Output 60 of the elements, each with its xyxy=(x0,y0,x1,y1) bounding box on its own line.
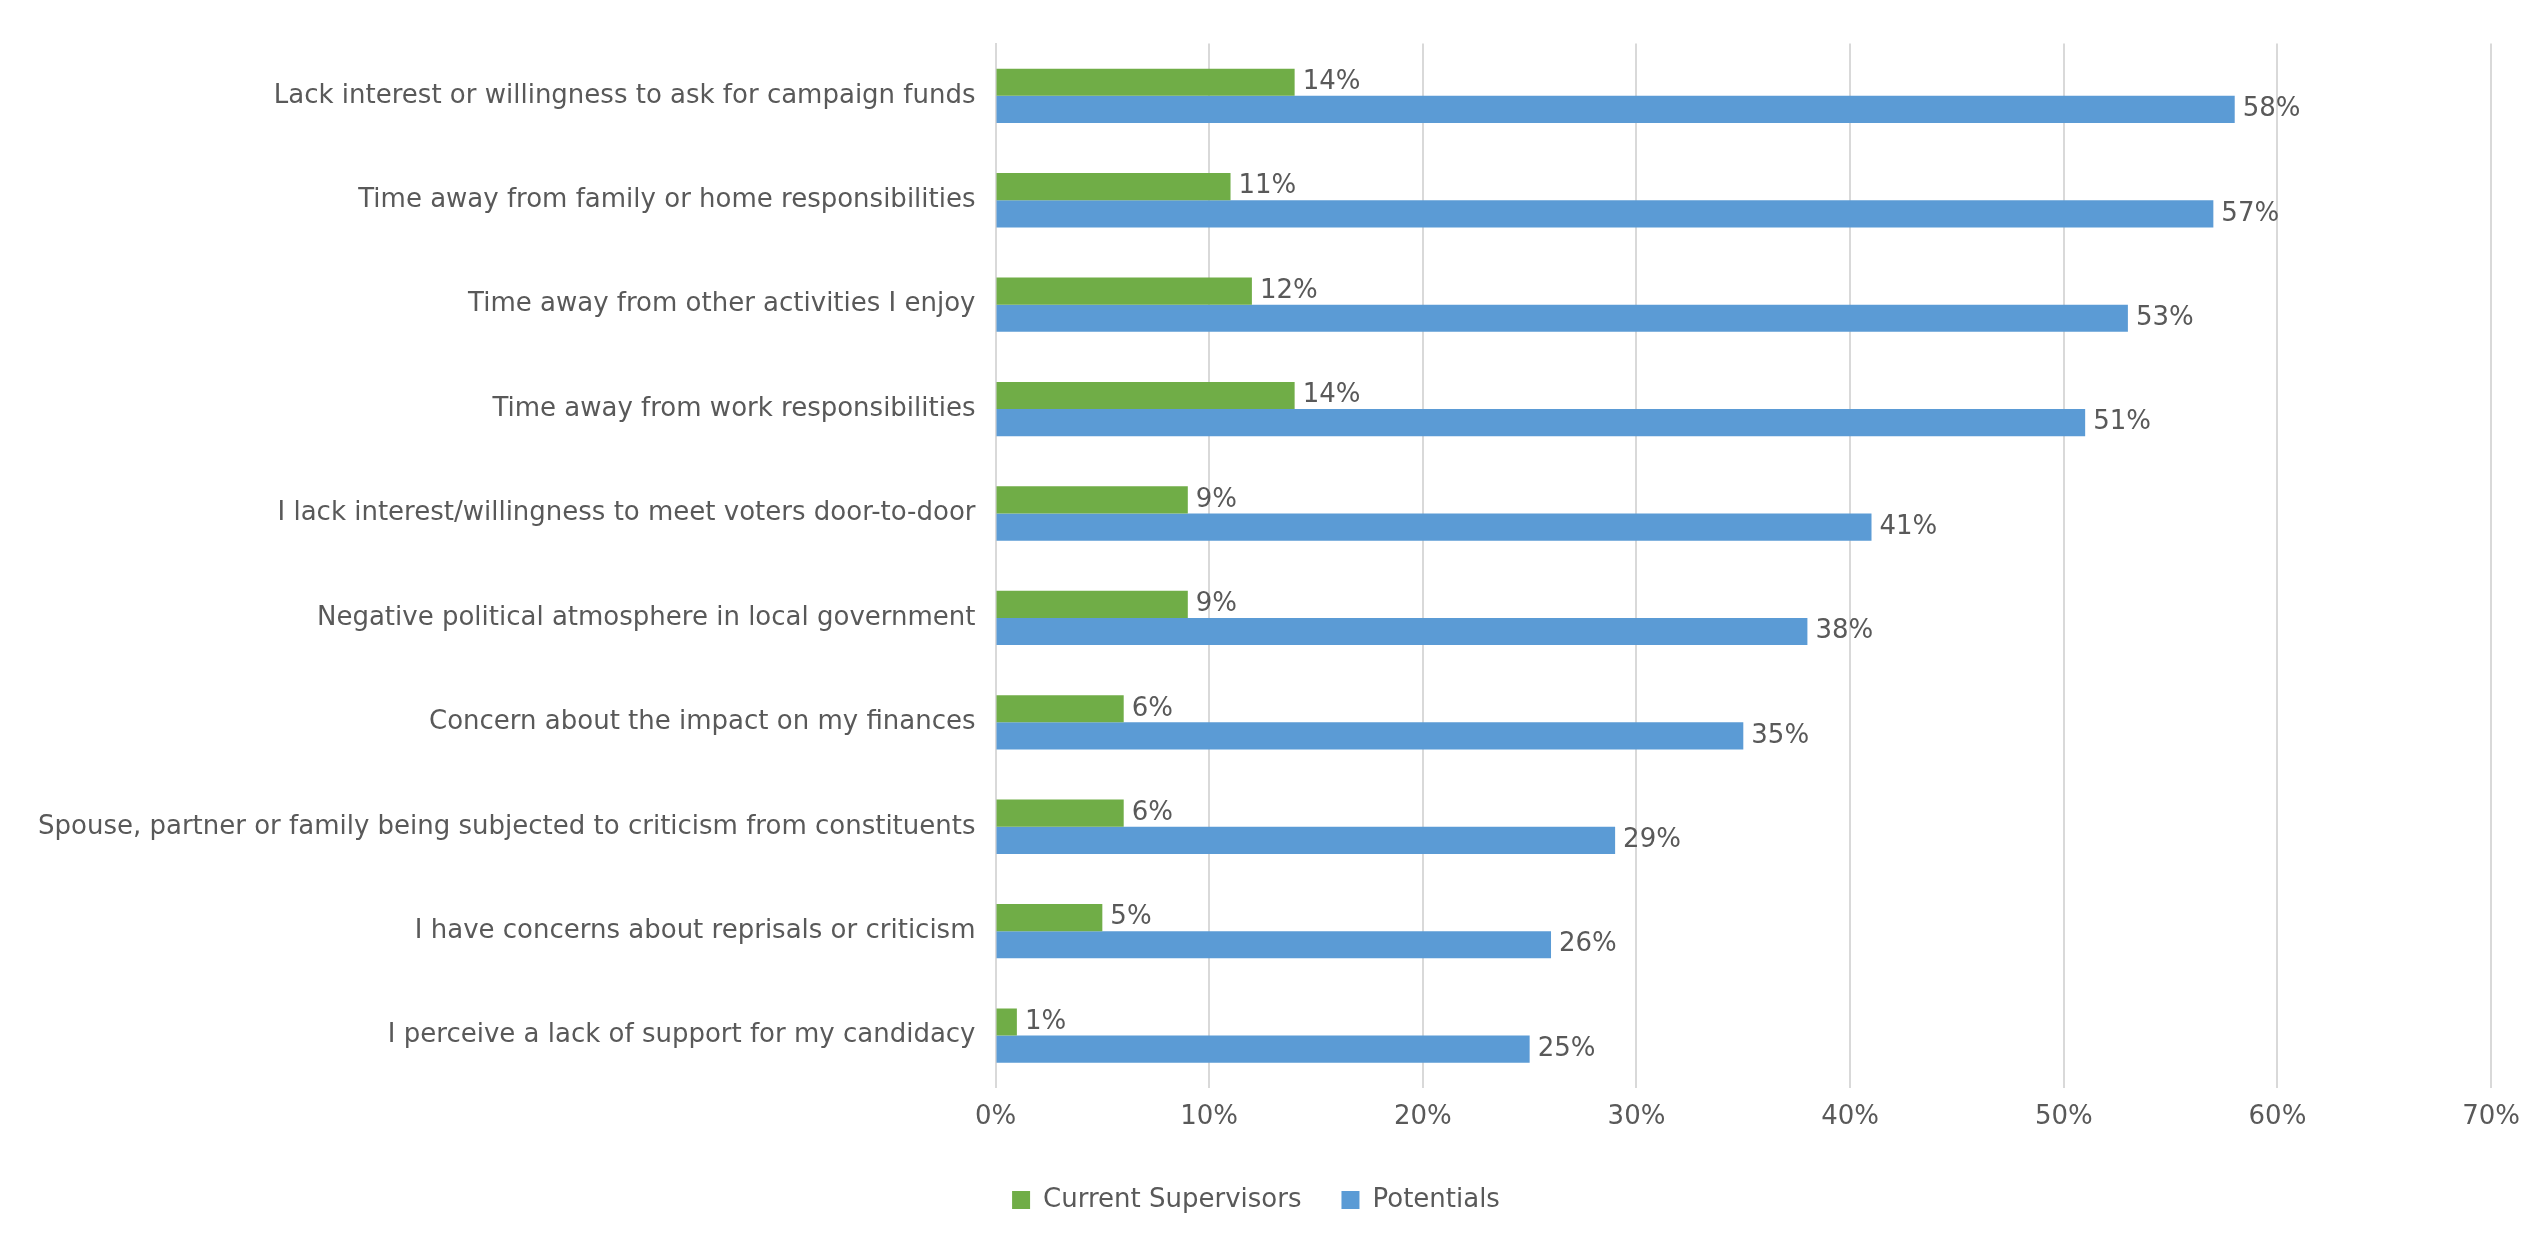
bar xyxy=(996,304,2128,332)
bar xyxy=(996,486,1188,514)
data-label: 1% xyxy=(1024,1004,1067,1035)
bar xyxy=(996,200,2214,228)
y-tick-label: I have concerns about reprisals or criticism xyxy=(414,913,976,944)
y-tick-label: Time away from family or home responsibilities xyxy=(357,182,976,213)
bar xyxy=(996,1035,1530,1063)
y-tick-label: I lack interest/willingness to meet voters door-to-door xyxy=(277,496,976,527)
bar xyxy=(996,799,1124,827)
data-label: 5% xyxy=(1110,900,1152,931)
data-label: 12% xyxy=(1259,273,1318,304)
bar xyxy=(996,695,1124,723)
data-label: 14% xyxy=(1302,378,1361,409)
bar xyxy=(996,904,1103,932)
data-label: 51% xyxy=(2093,405,2151,436)
x-tick-label: 60% xyxy=(2248,1100,2307,1131)
y-tick-label: Negative political atmosphere in local government xyxy=(316,600,976,631)
bar xyxy=(996,409,2086,437)
y-tick-label: Time away from work responsibilities xyxy=(491,391,976,422)
bar xyxy=(996,95,2235,123)
bar xyxy=(996,513,1872,541)
x-tick-label: 0% xyxy=(974,1100,1017,1131)
data-label: 58% xyxy=(2242,92,2301,123)
data-label: 41% xyxy=(1879,509,1938,540)
data-label: 11% xyxy=(1238,169,1297,200)
data-label: 57% xyxy=(2221,196,2280,227)
x-tick-label: 50% xyxy=(2034,1100,2093,1131)
bar xyxy=(996,826,1616,854)
bar xyxy=(996,381,1295,410)
data-label: 35% xyxy=(1751,718,1810,749)
data-label: 9% xyxy=(1195,587,1238,618)
x-tick-label: 70% xyxy=(2462,1100,2520,1131)
x-tick-label: 20% xyxy=(1393,1100,1452,1131)
data-label: 29% xyxy=(1623,823,1681,854)
bar xyxy=(996,931,1552,959)
data-label: 14% xyxy=(1302,64,1361,95)
data-label: 53% xyxy=(2135,300,2194,331)
bar xyxy=(996,173,1231,201)
y-tick-label: Time away from other activities I enjoy xyxy=(467,287,976,318)
data-label: 25% xyxy=(1537,1031,1596,1062)
legend-label: Potentials xyxy=(1372,1182,1500,1213)
bar xyxy=(996,590,1188,618)
bar xyxy=(996,277,1252,305)
data-label: 6% xyxy=(1131,691,1173,722)
x-tick-label: 40% xyxy=(1821,1100,1880,1131)
x-tick-label: 10% xyxy=(1180,1100,1239,1131)
data-label: 26% xyxy=(1559,927,1617,958)
bar xyxy=(996,1008,1017,1036)
bar xyxy=(996,617,1808,646)
y-tick-label: Concern about the impact on my finances xyxy=(429,705,976,736)
data-label: 38% xyxy=(1815,614,1874,645)
legend-label: Current Supervisors xyxy=(1043,1182,1302,1213)
y-tick-label: Lack interest or willingness to ask for campaign funds xyxy=(273,78,976,109)
data-label: 9% xyxy=(1195,482,1238,513)
bar xyxy=(996,68,1295,96)
data-label: 6% xyxy=(1131,795,1173,826)
x-tick-label: 30% xyxy=(1607,1100,1666,1131)
bar xyxy=(996,722,1744,750)
y-tick-label: Spouse, partner or family being subjected to criticism from constituents xyxy=(38,809,976,840)
y-tick-label: I perceive a lack of support for my candidacy xyxy=(387,1018,976,1049)
